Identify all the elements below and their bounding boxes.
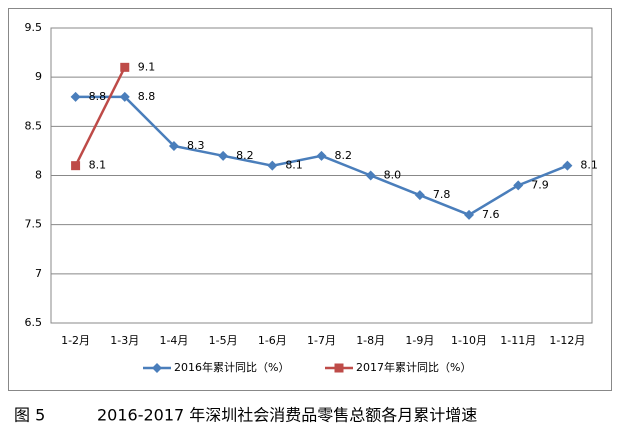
x-tick-label: 1-12月 — [549, 334, 585, 347]
marker — [513, 180, 524, 191]
x-tick-label: 1-8月 — [356, 334, 385, 347]
marker — [120, 62, 130, 72]
marker — [218, 150, 229, 161]
marker — [152, 363, 162, 373]
y-tick-label: 6.5 — [25, 316, 43, 329]
x-tick-label: 1-5月 — [209, 334, 238, 347]
chart-frame — [8, 8, 612, 391]
series-line — [74, 66, 126, 167]
x-tick-label: 1-2月 — [61, 334, 90, 347]
marker — [365, 170, 376, 181]
y-tick-label: 9.5 — [25, 21, 43, 34]
x-tick-label: 1-9月 — [405, 334, 434, 347]
x-tick-label: 1-11月 — [500, 334, 536, 347]
data-label: 8.3 — [187, 139, 205, 152]
legend-label: 2016年累计同比（%） — [174, 360, 289, 374]
marker — [119, 91, 130, 102]
plot-frame — [50, 27, 593, 324]
marker — [70, 91, 81, 102]
data-label: 8.1 — [285, 159, 303, 172]
y-tick-label: 8.5 — [25, 119, 43, 132]
data-label: 8.0 — [384, 169, 402, 182]
data-label: 8.8 — [138, 90, 156, 103]
data-label: 8.1 — [580, 159, 598, 172]
data-label: 7.6 — [482, 208, 500, 221]
caption-text: 2016-2017 年深圳社会消费品零售总额各月累计增速 — [97, 406, 477, 425]
caption-label: 图 5 — [14, 406, 45, 425]
data-label: 7.9 — [531, 178, 549, 191]
legend-label: 2017年累计同比（%） — [356, 360, 471, 374]
x-tick-label: 1-7月 — [307, 334, 336, 347]
x-tick-label: 1-10月 — [451, 334, 487, 347]
y-tick-label: 7.5 — [25, 218, 43, 231]
marker — [414, 190, 425, 201]
data-label: 8.2 — [236, 149, 254, 162]
data-label: 8.8 — [89, 90, 107, 103]
marker — [168, 141, 179, 151]
marker — [562, 160, 573, 171]
x-tick-label: 1-6月 — [258, 334, 287, 347]
y-tick-label: 8 — [35, 169, 42, 182]
y-tick-label: 9 — [35, 70, 42, 83]
data-label: 8.1 — [89, 159, 107, 172]
marker — [334, 363, 344, 373]
marker — [464, 209, 475, 220]
x-tick-label: 1-4月 — [159, 334, 188, 347]
marker — [267, 160, 278, 171]
data-label: 9.1 — [138, 60, 156, 73]
y-tick-label: 7 — [35, 267, 42, 280]
data-label: 8.2 — [335, 149, 353, 162]
marker — [71, 161, 81, 171]
data-label: 7.8 — [433, 188, 451, 201]
marker — [316, 150, 327, 161]
x-tick-label: 1-3月 — [110, 334, 139, 347]
